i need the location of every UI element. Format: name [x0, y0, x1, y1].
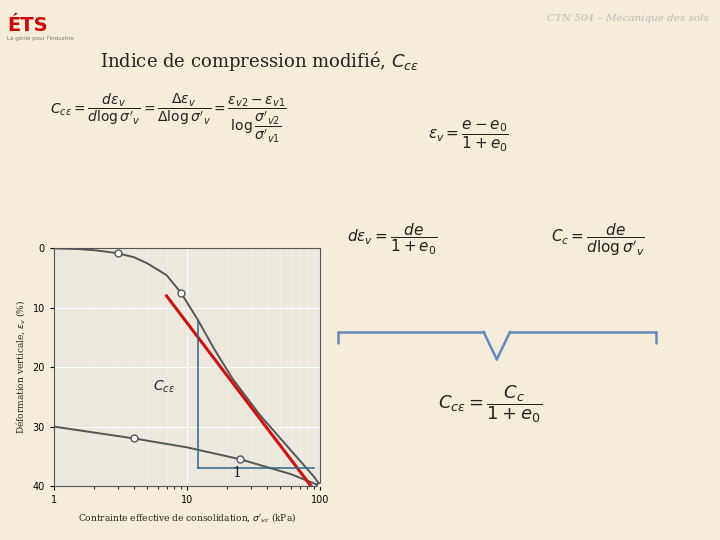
Text: 1: 1	[233, 466, 242, 480]
Text: $C_{c\varepsilon} = \dfrac{d\varepsilon_v}{d\log\sigma'_v} = \dfrac{\Delta\varep: $C_{c\varepsilon} = \dfrac{d\varepsilon_…	[50, 92, 287, 145]
Y-axis label: Déformation verticale, $\varepsilon_v$ (%): Déformation verticale, $\varepsilon_v$ (…	[14, 300, 27, 434]
Text: $d\varepsilon_v = \dfrac{de}{1+e_0}$: $d\varepsilon_v = \dfrac{de}{1+e_0}$	[347, 221, 438, 257]
Text: La génie pour l'industrie: La génie pour l'industrie	[7, 36, 74, 41]
Text: Indice de compression modifié, $C_{c\varepsilon}$: Indice de compression modifié, $C_{c\var…	[99, 49, 419, 72]
Text: $C_c = \dfrac{de}{d\log\sigma'_v}$: $C_c = \dfrac{de}{d\log\sigma'_v}$	[551, 221, 644, 258]
Text: $\varepsilon_v = \dfrac{e - e_0}{1+e_0}$: $\varepsilon_v = \dfrac{e - e_0}{1+e_0}$	[428, 119, 508, 154]
Text: $C_{c\varepsilon}$: $C_{c\varepsilon}$	[153, 379, 174, 395]
Text: ÉTS: ÉTS	[7, 16, 48, 35]
X-axis label: Contrainte effective de consolidation, $\sigma'_{vc}$ (kPa): Contrainte effective de consolidation, $…	[78, 511, 297, 524]
Text: $C_{c\varepsilon} = \dfrac{C_c}{1+e_0}$: $C_{c\varepsilon} = \dfrac{C_c}{1+e_0}$	[438, 383, 541, 425]
Text: CTN 504 – Mécanique des sols: CTN 504 – Mécanique des sols	[547, 14, 709, 23]
